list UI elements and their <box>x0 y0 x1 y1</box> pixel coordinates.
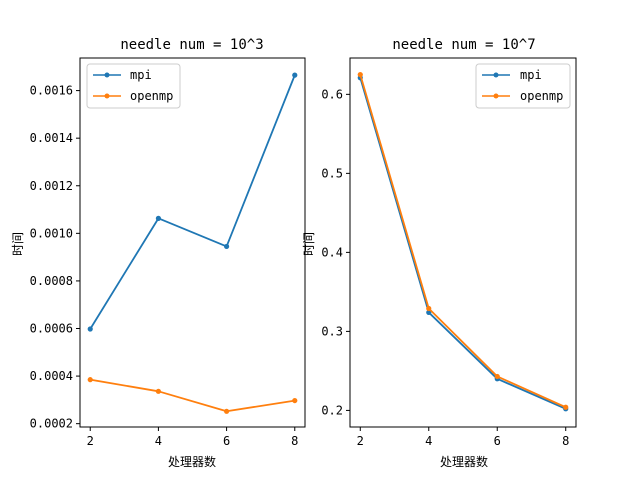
data-point-mpi <box>155 215 162 221</box>
y-tick-label: 0.3 <box>321 324 343 338</box>
subplot-left-legend: mpi openmp <box>86 63 181 109</box>
y-tick-label: 0.4 <box>321 245 343 259</box>
data-point-mpi <box>223 243 230 250</box>
x-tick-label: 2 <box>87 434 94 448</box>
data-point-openmp <box>292 397 298 404</box>
subplot-left-frame <box>79 57 306 428</box>
legend-label-openmp: openmp <box>520 89 563 103</box>
subplot-right-ylabel: 时间 <box>302 232 316 256</box>
legend-label-openmp: openmp <box>130 89 173 103</box>
legend-marker-openmp <box>104 93 110 99</box>
data-point-mpi <box>426 309 432 316</box>
subplot-left-xticks: 2 4 6 8 <box>87 427 298 448</box>
legend-marker-openmp <box>493 93 499 99</box>
subplot-right-frame <box>349 57 577 428</box>
y-tick-label: 0.0010 <box>30 226 73 240</box>
subplot-left-yticks: 0.0002 0.0004 0.0006 0.0008 0.0010 0.0012 0.00… <box>30 84 80 431</box>
data-point-mpi <box>87 326 93 332</box>
series-line-openmp <box>90 378 295 413</box>
subplot-right-plot-area <box>357 71 569 412</box>
data-point-openmp <box>357 71 363 78</box>
x-tick-label: 2 <box>357 434 364 448</box>
data-point-openmp <box>155 388 162 394</box>
x-tick-label: 6 <box>494 434 501 448</box>
subplot-left-xlabel: 处理器数 <box>168 454 216 469</box>
x-tick-label: 4 <box>425 434 432 448</box>
subplot-right: needle num = 10^7 处理器数 时间 2 4 6 8 0.2 0.3 0.4… <box>302 37 577 469</box>
legend-label-mpi: mpi <box>130 68 152 82</box>
subplot-left-plot-area <box>87 72 298 414</box>
y-tick-label: 0.0004 <box>30 369 73 383</box>
subplot-right-xticks: 2 4 6 8 <box>357 427 569 448</box>
legend-label-mpi: mpi <box>520 68 542 82</box>
series-line-mpi <box>89 74 296 330</box>
y-tick-label: 0.6 <box>321 87 343 101</box>
x-tick-label: 8 <box>291 434 298 448</box>
y-tick-label: 0.5 <box>321 166 343 180</box>
data-point-mpi <box>292 72 298 78</box>
legend-marker-mpi <box>104 72 110 78</box>
y-tick-label: 0.0012 <box>30 179 73 193</box>
data-point-openmp <box>87 377 93 383</box>
data-point-openmp <box>494 373 500 380</box>
y-tick-label: 0.0008 <box>30 274 73 288</box>
legend-marker-mpi <box>493 72 499 78</box>
y-tick-label: 0.0002 <box>30 417 73 431</box>
y-tick-label: 0.0016 <box>30 84 73 98</box>
data-point-openmp <box>223 408 230 414</box>
x-tick-label: 8 <box>562 434 569 448</box>
data-point-openmp <box>426 305 432 312</box>
x-tick-label: 6 <box>223 434 230 448</box>
data-point-openmp <box>563 404 569 410</box>
subplot-right-xlabel: 处理器数 <box>440 454 488 469</box>
subplot-right-yticks: 0.2 0.3 0.4 0.5 0.6 <box>321 87 350 417</box>
y-tick-label: 0.2 <box>321 403 343 417</box>
series-line-mpi <box>359 77 567 410</box>
subplot-left-ylabel: 时间 <box>11 232 25 256</box>
subplot-left-title: needle num = 10^3 <box>120 37 263 53</box>
subplot-right-legend: mpi openmp <box>475 63 571 109</box>
y-tick-label: 0.0014 <box>30 131 73 145</box>
x-tick-label: 4 <box>155 434 162 448</box>
series-line-openmp <box>359 74 567 409</box>
subplot-right-title: needle num = 10^7 <box>392 37 535 53</box>
y-tick-label: 0.0006 <box>30 322 73 336</box>
